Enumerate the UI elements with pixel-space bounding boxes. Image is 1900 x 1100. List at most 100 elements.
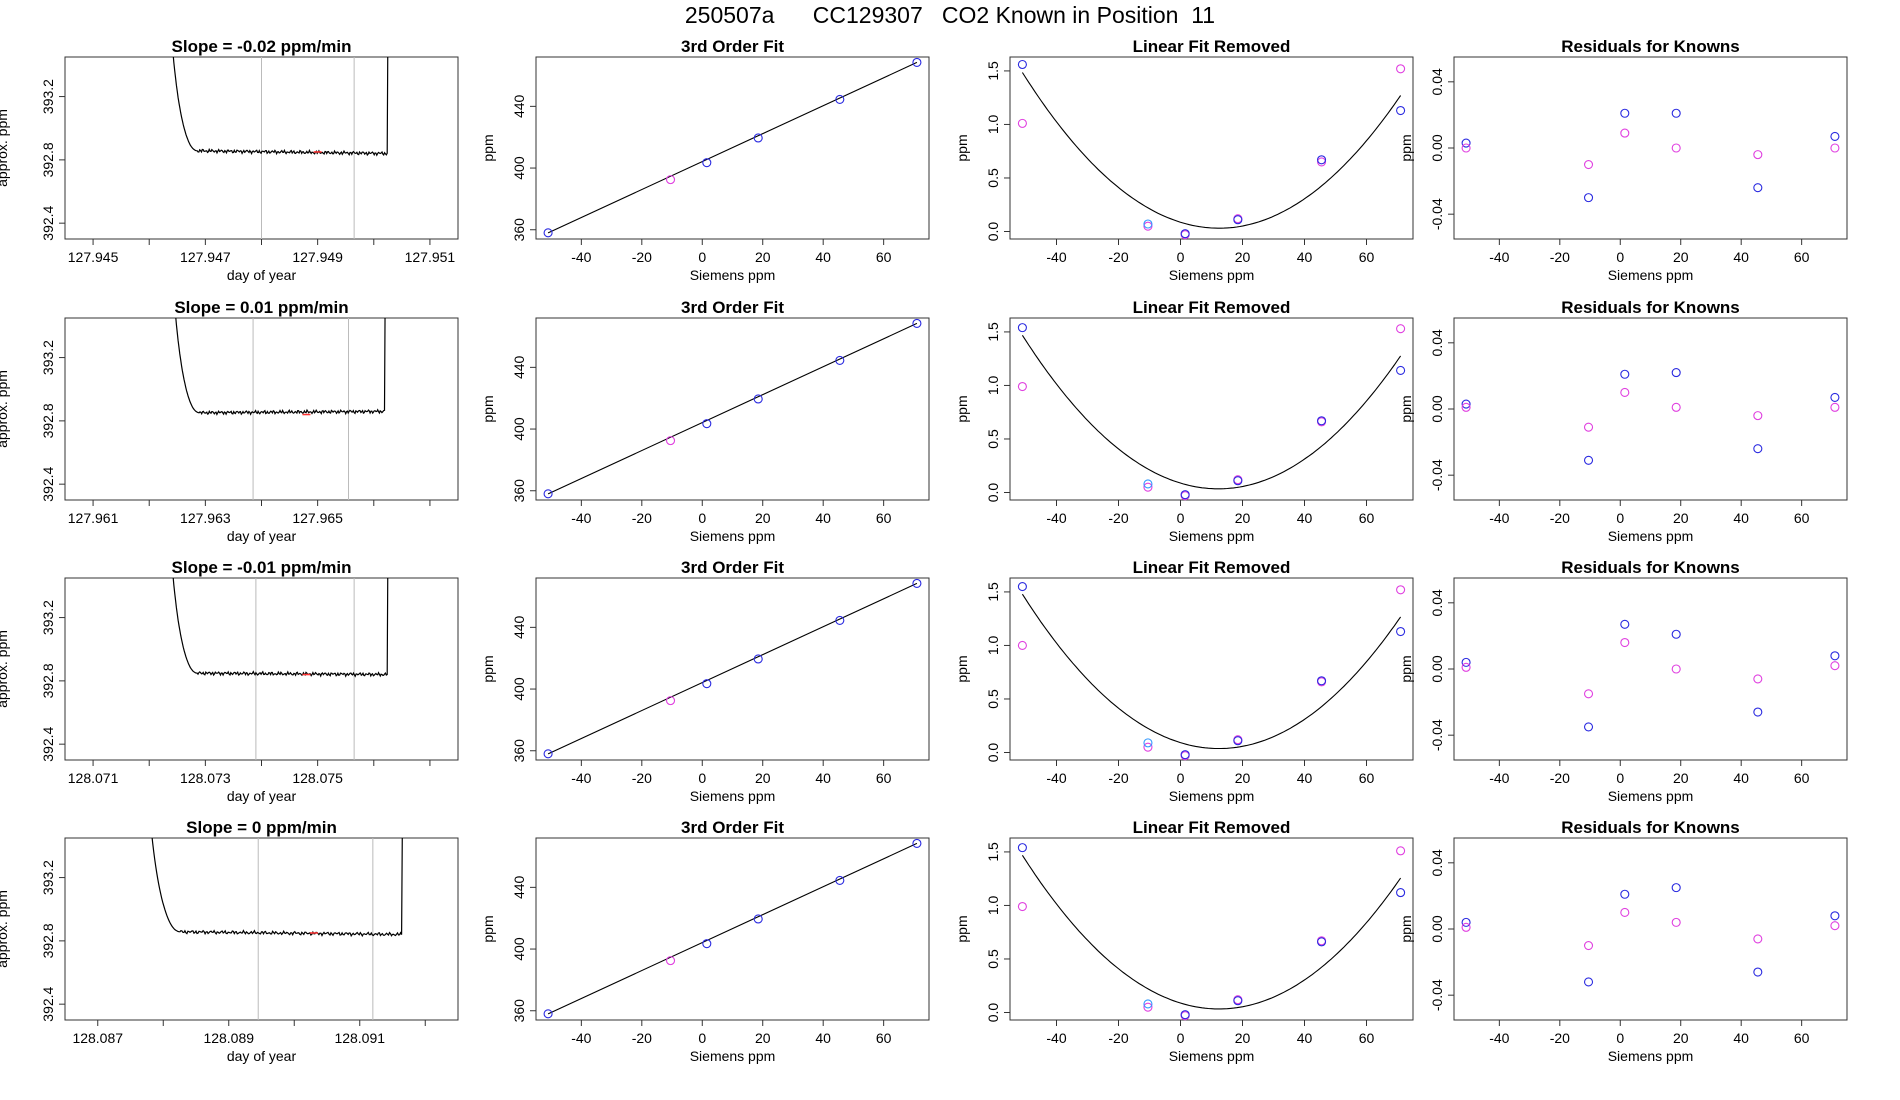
magenta-point: [1017, 381, 1027, 392]
linear-removed-panel-1: Linear Fit Removed -40 -20 0 20 40 60 Siemens p…: [954, 298, 1414, 544]
x-tick-label: -20: [1108, 510, 1128, 526]
blue-point: [1017, 843, 1027, 853]
panel-title: Linear Fit Removed: [1133, 818, 1291, 837]
y-tick-label: 400: [511, 156, 527, 180]
x-tick-label: 20: [1673, 510, 1689, 526]
magenta-point: [1143, 742, 1153, 752]
timeseries-panel-3: Slope = 0 ppm/min 128.087 128.089 128.091 da…: [0, 818, 459, 1064]
blue-point: [1143, 479, 1153, 489]
y-axis-label: ppm: [480, 915, 496, 942]
residual-blue-point: [1461, 138, 1471, 148]
y-axis-label: ppm: [954, 915, 970, 942]
residual-blue-point: [1753, 183, 1763, 193]
x-axis-label: Siemens ppm: [1608, 528, 1694, 544]
x-tick-label: 60: [1794, 510, 1810, 526]
x-tick-label: 20: [755, 770, 771, 786]
plot-frame: [535, 317, 930, 501]
fit-point: [753, 914, 763, 924]
y-tick-label: 1.0: [985, 896, 1001, 916]
y-tick-label: -0.04: [1429, 459, 1445, 491]
residual-magenta-point: [1753, 934, 1763, 944]
x-tick-label: 20: [1673, 770, 1689, 786]
residual-blue-point: [1583, 455, 1594, 465]
y-tick-label: 392.4: [40, 466, 56, 501]
residual-magenta-point: [1461, 143, 1471, 153]
x-tick-label: -40: [1046, 1030, 1066, 1046]
residual-magenta-point: [1830, 661, 1840, 671]
x-tick-label: 0: [1177, 1030, 1185, 1046]
y-axis-label: ppm: [480, 655, 496, 682]
residual-blue-point: [1671, 883, 1681, 893]
plot-frame: [1009, 837, 1414, 1021]
residual-blue-point: [1461, 917, 1471, 927]
x-axis-label: Siemens ppm: [690, 1048, 776, 1064]
x-tick-label: -40: [1046, 770, 1066, 786]
y-tick-label: 0.0: [985, 483, 1001, 503]
quadratic-curve: [1021, 334, 1402, 490]
x-tick-label: 40: [1297, 510, 1313, 526]
x-tick-label: 40: [815, 1030, 831, 1046]
x-tick-label: 40: [1297, 1030, 1313, 1046]
blue-point: [1317, 937, 1327, 947]
blue-point: [1233, 996, 1243, 1006]
residual-magenta-point: [1753, 411, 1763, 421]
x-tick-label: -20: [1550, 770, 1570, 786]
co2-trace: [172, 578, 389, 678]
residual-blue-point: [1830, 131, 1840, 141]
y-tick-label: 440: [511, 355, 527, 379]
residual-magenta-point: [1583, 159, 1594, 170]
y-axis-label: ppm: [954, 395, 970, 422]
residual-magenta-point: [1753, 150, 1763, 160]
page-title: 250507a CC129307 CO2 Known in Position 1…: [684, 2, 1216, 28]
magenta-point: [1017, 901, 1027, 912]
plot-frame: [1453, 837, 1848, 1021]
x-tick-label: 60: [1359, 510, 1375, 526]
x-tick-label: 128.091: [334, 1030, 385, 1046]
x-tick-label: 0: [698, 510, 706, 526]
x-tick-label: 20: [755, 249, 771, 265]
y-tick-label: 1.5: [985, 61, 1001, 81]
residual-magenta-point: [1461, 402, 1471, 412]
y-tick-label: 0.5: [985, 689, 1001, 709]
x-tick-label: 0: [1177, 510, 1185, 526]
y-axis-label: ppm: [1398, 134, 1414, 161]
fit-point: [702, 679, 712, 689]
x-axis-label: day of year: [227, 528, 297, 544]
co2-trace: [151, 838, 403, 938]
y-tick-label: 393.2: [40, 340, 56, 375]
y-tick-label: 1.5: [985, 322, 1001, 342]
y-tick-label: 392.4: [40, 986, 56, 1021]
plot-frame: [1009, 577, 1414, 761]
panel-title: Linear Fit Removed: [1133, 558, 1291, 577]
plot-frame: [1453, 56, 1848, 240]
blue-point: [1396, 888, 1406, 898]
fit-point: [753, 133, 763, 143]
y-tick-label: 360: [511, 218, 527, 242]
residual-blue-point: [1830, 911, 1840, 921]
residual-magenta-point: [1620, 907, 1630, 918]
x-tick-label: 128.075: [292, 770, 343, 786]
x-tick-label: -20: [1550, 1030, 1570, 1046]
magenta-point: [1396, 324, 1406, 334]
x-tick-label: 20: [1673, 1030, 1689, 1046]
x-tick-label: 40: [815, 770, 831, 786]
panel-title: 3rd Order Fit: [681, 37, 784, 56]
fit-panel-0: 3rd Order Fit -40 -20 0 20 40 60 Siemens ppm 360…: [480, 37, 930, 283]
fit-point: [835, 875, 845, 885]
plot-frame: [64, 577, 459, 761]
y-tick-label: 392.4: [40, 205, 56, 240]
x-tick-label: 40: [1297, 249, 1313, 265]
panel-title: Residuals for Knowns: [1561, 558, 1740, 577]
panel-title: Slope = -0.02 ppm/min: [172, 37, 352, 56]
x-axis-label: Siemens ppm: [1608, 788, 1694, 804]
linear-removed-panel-2: Linear Fit Removed -40 -20 0 20 40 60 Siemens p…: [954, 558, 1414, 804]
x-tick-label: 40: [1733, 249, 1749, 265]
residuals-panel-2: Residuals for Knowns -40 -20 0 20 40 60 Siemens…: [1398, 558, 1848, 804]
x-tick-label: 128.089: [203, 1030, 254, 1046]
fit-panel-2: 3rd Order Fit -40 -20 0 20 40 60 Siemens ppm 360…: [480, 558, 930, 804]
x-axis-label: day of year: [227, 788, 297, 804]
fit-point: [835, 355, 845, 365]
x-axis-label: Siemens ppm: [1169, 267, 1255, 283]
blue-point: [1180, 1010, 1190, 1020]
